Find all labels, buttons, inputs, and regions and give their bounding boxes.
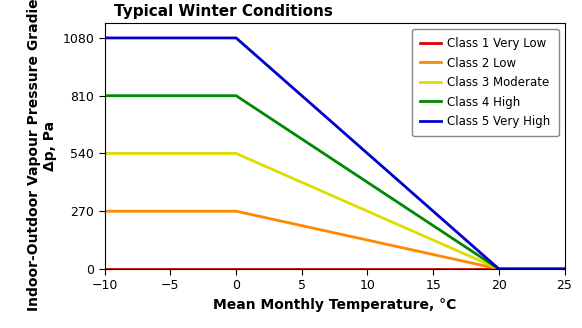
Class 3 Moderate	[495, 267, 502, 271]
Class 3 Moderate	[561, 267, 568, 271]
Text: Typical Winter Conditions: Typical Winter Conditions	[114, 4, 333, 19]
Class 5 Very High	[561, 267, 568, 271]
Class 2 Low	[561, 267, 568, 271]
Class 4 High	[495, 267, 502, 271]
Class 1 Very Low	[495, 267, 502, 271]
Line: Class 3 Moderate: Class 3 Moderate	[105, 154, 565, 269]
Class 1 Very Low	[561, 267, 568, 271]
Class 3 Moderate	[233, 152, 240, 155]
Line: Class 5 Very High: Class 5 Very High	[105, 38, 565, 269]
Class 5 Very High	[101, 36, 108, 40]
Class 5 Very High	[233, 36, 240, 40]
Class 3 Moderate	[101, 152, 108, 155]
Legend: Class 1 Very Low, Class 2 Low, Class 3 Moderate, Class 4 High, Class 5 Very High: Class 1 Very Low, Class 2 Low, Class 3 M…	[411, 29, 559, 136]
Class 2 Low	[495, 267, 502, 271]
Y-axis label: Indoor-Outdoor Vapour Pressure Gradient
Δp, Pa: Indoor-Outdoor Vapour Pressure Gradient …	[27, 0, 57, 311]
Class 1 Very Low	[101, 267, 108, 271]
Class 4 High	[233, 94, 240, 98]
X-axis label: Mean Monthly Temperature, °C: Mean Monthly Temperature, °C	[213, 298, 456, 312]
Class 4 High	[101, 94, 108, 98]
Class 1 Very Low	[233, 267, 240, 271]
Class 2 Low	[101, 209, 108, 213]
Line: Class 4 High: Class 4 High	[105, 96, 565, 269]
Line: Class 2 Low: Class 2 Low	[105, 211, 565, 269]
Class 2 Low	[233, 209, 240, 213]
Class 4 High	[561, 267, 568, 271]
Class 5 Very High	[495, 267, 502, 271]
